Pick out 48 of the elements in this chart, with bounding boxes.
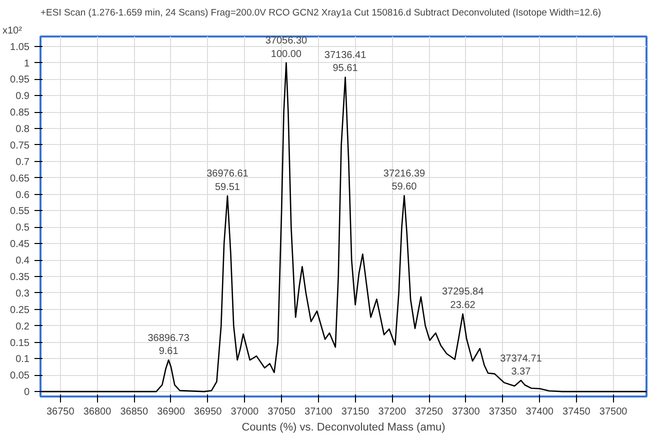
- y-tick-label: 0.5: [16, 222, 30, 234]
- x-tick-label: 37350: [488, 406, 518, 418]
- annotation: 36976.61 59.51: [206, 168, 249, 193]
- y-tick-label: 0.45: [10, 239, 30, 250]
- x-tick-label: 37150: [341, 406, 370, 418]
- y-tick-label: 0.6: [16, 190, 30, 201]
- y-tick-label: 1.05: [10, 42, 30, 53]
- x-tick-label: 36750: [46, 406, 75, 418]
- x-tick-label: 37100: [304, 406, 333, 418]
- chart-title: +ESI Scan (1.276-1.659 min, 24 Scans) Frag=200.0V RCO GCN2 Xray1a Cut 150816.d Subtract Deconvoluted (Isotope Width=12.6): [40, 8, 602, 18]
- x-tick-label: 37050: [268, 406, 296, 418]
- y-tick-label: 0.4: [16, 256, 30, 267]
- x-tick-label: 37400: [526, 406, 554, 418]
- y-tick-label: 0.55: [10, 206, 30, 218]
- y-tick-label: 0.9: [16, 91, 30, 102]
- y-tick-label: 0.05: [10, 370, 30, 382]
- annotation: 37374.71 3.37: [500, 353, 542, 378]
- x-tick-label: 37200: [378, 406, 406, 418]
- x-tick-label: 36800: [83, 406, 112, 418]
- annotation: 36896.73 9.61: [148, 332, 190, 357]
- x-tick-label: 37500: [599, 406, 628, 418]
- y-tick-label: 0.15: [10, 338, 30, 349]
- x-tick-label: 36900: [157, 406, 186, 418]
- x-tick-label: 37300: [452, 406, 480, 418]
- annotation: 37295.84 23.62: [442, 286, 484, 311]
- y-tick-label: 0.65: [10, 173, 30, 184]
- y-tick-label: 0.25: [10, 304, 30, 316]
- x-tick-label: 36850: [120, 406, 148, 418]
- y-tick-label: 0: [24, 387, 30, 398]
- annotation: 37136.41 95.61: [324, 50, 367, 74]
- y-axis-title: x10²: [2, 26, 23, 36]
- x-tick-label: 37000: [230, 406, 260, 418]
- y-tick-label: 0.2: [16, 321, 30, 332]
- x-axis-title: Counts (%) vs. Deconvoluted Mass (amu): [242, 422, 446, 434]
- annotation: 37056.30 100.00: [265, 36, 308, 60]
- y-tick-label: 0.75: [10, 140, 30, 152]
- y-tick-label: 0.95: [10, 74, 30, 86]
- x-tick-label: 36950: [194, 406, 222, 418]
- y-tick-label: 0.7: [16, 156, 30, 168]
- y-tick-label: 0.35: [10, 272, 30, 283]
- annotation: 37216.39 59.60: [383, 168, 426, 193]
- y-tick-label: 0.85: [10, 108, 30, 119]
- x-tick-label: 37450: [562, 406, 591, 418]
- y-tick-label: 0.1: [16, 354, 30, 366]
- y-tick-label: 0.8: [16, 124, 30, 136]
- x-tick-label: 37250: [415, 406, 444, 418]
- y-tick-label: 1: [24, 58, 30, 70]
- y-tick-label: 0.3: [16, 288, 30, 300]
